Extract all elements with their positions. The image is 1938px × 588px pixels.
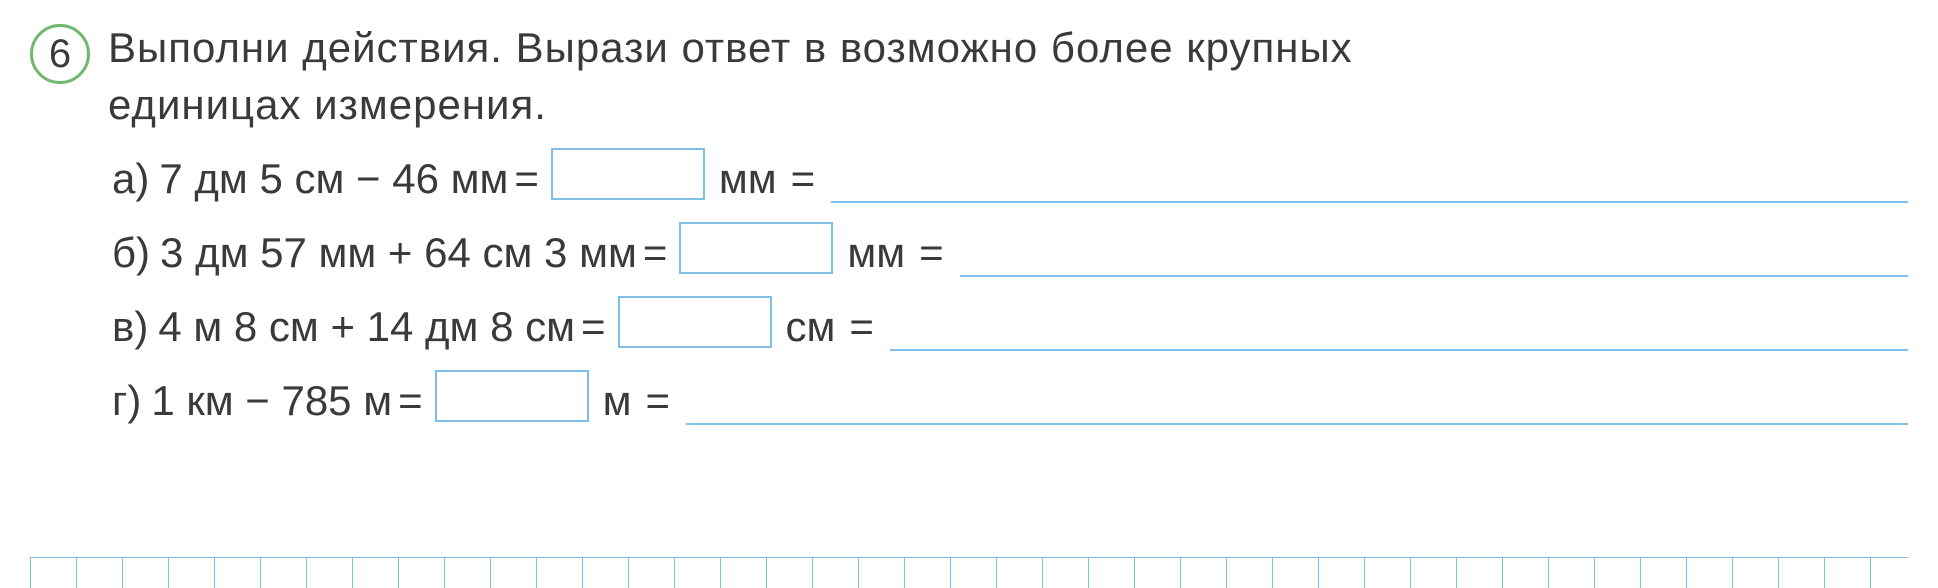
item-label: а): [112, 155, 149, 203]
equals-sign: =: [398, 377, 423, 425]
answer-box[interactable]: [551, 148, 705, 200]
answer-box[interactable]: [435, 370, 589, 422]
answer-box[interactable]: [618, 296, 772, 348]
problem-header: 6 Выполни действия. Вырази ответ в возмо…: [30, 20, 1908, 133]
item-row: а) 7 дм 5 см − 46 мм = мм =: [112, 151, 1908, 203]
item-expression: 4 м 8 см + 14 дм 8 см: [158, 303, 575, 351]
unit-label: см: [786, 303, 836, 351]
equals-sign: =: [645, 377, 670, 425]
answer-line[interactable]: [831, 161, 1908, 203]
exercise-page: 6 Выполни действия. Вырази ответ в возмо…: [0, 0, 1938, 588]
equals-sign: =: [643, 229, 668, 277]
instruction-line-1: Выполни действия. Вырази ответ в возможн…: [108, 24, 1353, 71]
unit-label: мм: [719, 155, 777, 203]
item-label: в): [112, 303, 148, 351]
answer-line[interactable]: [890, 309, 1908, 351]
instruction-text: Выполни действия. Вырази ответ в возможн…: [108, 20, 1353, 133]
problem-items: а) 7 дм 5 см − 46 мм = мм = б) 3 дм 57 м…: [112, 151, 1908, 425]
item-expression: 1 км − 785 м: [151, 377, 392, 425]
equals-sign: =: [919, 229, 944, 277]
problem-number: 6: [49, 32, 71, 77]
equals-sign: =: [849, 303, 874, 351]
item-row: г) 1 км − 785 м = м =: [112, 373, 1908, 425]
grid-strip: [30, 557, 1908, 588]
item-row: в) 4 м 8 см + 14 дм 8 см = см =: [112, 299, 1908, 351]
item-expression: 3 дм 57 мм + 64 см 3 мм: [160, 229, 637, 277]
problem-number-circle: 6: [30, 24, 90, 84]
item-row: б) 3 дм 57 мм + 64 см 3 мм = мм =: [112, 225, 1908, 277]
item-label: б): [112, 229, 150, 277]
answer-line[interactable]: [960, 235, 1908, 277]
equals-sign: =: [514, 155, 539, 203]
answer-box[interactable]: [679, 222, 833, 274]
instruction-line-2: единицах измерения.: [108, 81, 547, 128]
equals-sign: =: [581, 303, 606, 351]
answer-line[interactable]: [686, 383, 1908, 425]
equals-sign: =: [791, 155, 816, 203]
item-label: г): [112, 377, 141, 425]
unit-label: мм: [847, 229, 905, 277]
unit-label: м: [603, 377, 632, 425]
item-expression: 7 дм 5 см − 46 мм: [159, 155, 508, 203]
